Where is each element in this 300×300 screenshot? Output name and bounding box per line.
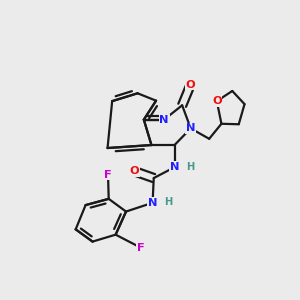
Text: H: H [186,161,194,172]
Text: N: N [159,115,169,124]
Text: N: N [170,162,179,172]
Text: N: N [186,123,196,134]
Text: O: O [129,166,139,176]
Text: N: N [148,198,157,208]
Text: O: O [212,96,222,106]
Text: F: F [137,243,145,253]
Text: F: F [104,169,112,180]
Text: H: H [164,197,172,207]
Text: O: O [186,80,196,89]
